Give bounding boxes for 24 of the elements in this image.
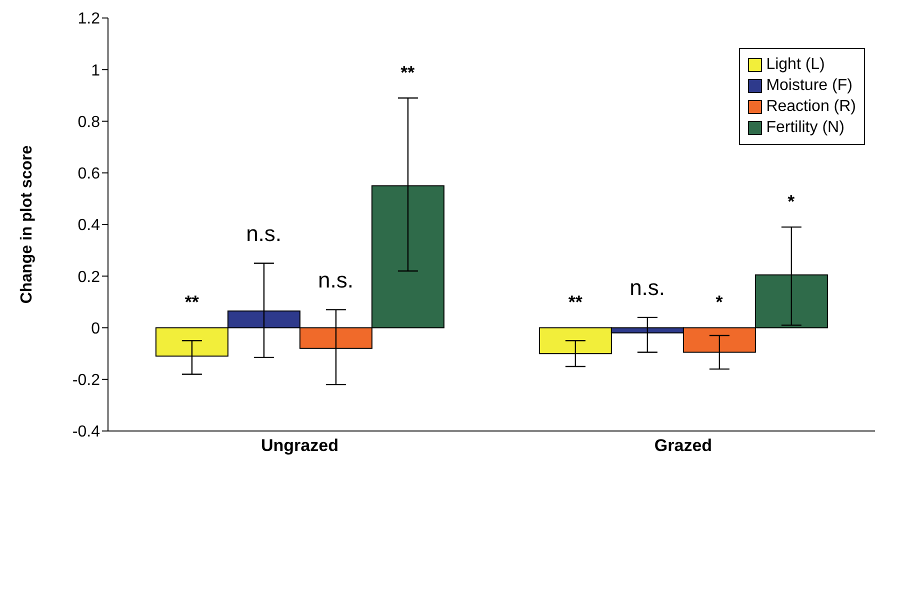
annotation: * <box>788 191 795 212</box>
annotation: ** <box>568 292 582 312</box>
annotation: n.s. <box>318 267 354 292</box>
y-tick-label: -0.4 <box>72 424 100 441</box>
y-axis-title: Change in plot score <box>18 145 36 304</box>
y-tick-label: 0.2 <box>78 268 100 286</box>
y-tick-label: 1 <box>91 62 100 80</box>
y-tick-label: 0.6 <box>78 166 100 183</box>
annotation: n.s. <box>630 275 666 300</box>
y-tick-label: 0 <box>91 320 100 338</box>
annotation: ** <box>400 62 415 82</box>
annotation: * <box>716 292 723 312</box>
y-tick-label: 0.8 <box>78 114 100 131</box>
y-tick-label: -0.2 <box>72 372 100 390</box>
x-tick-label: Grazed <box>654 436 712 456</box>
x-tick-label: Ungrazed <box>261 436 338 456</box>
y-tick-label: 1.2 <box>78 10 100 28</box>
legend-label: Fertility (N) <box>766 119 844 137</box>
legend-label: Light (L) <box>766 56 825 74</box>
annotation: ** <box>184 292 199 312</box>
legend-label: Reaction (R) <box>766 98 856 116</box>
y-tick-label: 0.4 <box>78 217 100 234</box>
legend-label: Moisture (F) <box>766 77 852 95</box>
annotation: n.s. <box>246 221 282 246</box>
